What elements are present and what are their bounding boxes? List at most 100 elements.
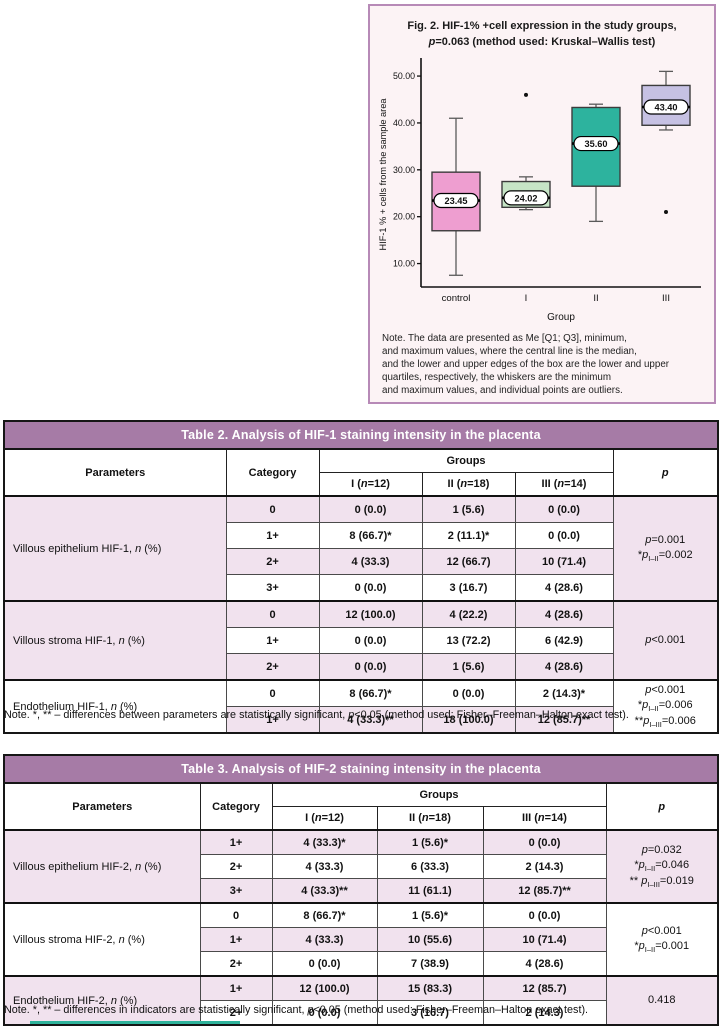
value-cell: 18 (100.0) — [421, 706, 516, 734]
table-row: 3+ 4 (33.3)** 11 (61.1) 12 (85.7)** — [4, 878, 718, 904]
parameter-cell: Villous stroma HIF-2, n (%) — [3, 902, 201, 977]
category-cell: 1+ — [225, 627, 320, 654]
value-cell: 6 (42.9) — [514, 627, 614, 654]
value-cell: 8 (66.7)* — [318, 679, 423, 707]
median-label: 23.45 — [445, 196, 468, 206]
p-value-line: p=0.032 — [641, 844, 682, 857]
table-row: 1+ 4 (33.3)** 18 (100.0) 12 (85.7)** — [4, 706, 718, 734]
table-row: 2+ 0 (0.0) 3 (16.7) 2 (14.3) — [4, 1000, 718, 1026]
value-cell: 2 (14.3)* — [514, 679, 614, 707]
x-axis-title: Group — [547, 312, 575, 323]
p-value-line: p<0.001 — [645, 634, 686, 647]
value-cell: 6 (33.3) — [376, 854, 484, 879]
figure-note-line: and maximum values, where the central li… — [382, 345, 637, 357]
p-value-line: **pI–III=0.006 — [634, 714, 696, 729]
col-header-p: p — [605, 782, 719, 831]
x-category-label: control — [442, 293, 471, 304]
table-3-wrap: Table 3. Analysis of HIF-2 staining inte… — [3, 754, 719, 1026]
x-category-label: III — [662, 293, 670, 304]
p-value-line: *pI–II=0.002 — [637, 548, 693, 563]
col-header-group-3: III (n=14) — [482, 806, 607, 831]
p-value-cell: 0.418 — [605, 975, 719, 1026]
value-cell: 4 (33.3) — [271, 927, 378, 952]
table-row: 2+ 4 (33.3) 12 (66.7) 10 (71.4) — [4, 548, 718, 575]
table-row: Endothelium HIF-2, n (%) 1+ 12 (100.0) 15 (… — [3, 975, 719, 1026]
value-cell: 3 (16.7) — [376, 1000, 484, 1026]
value-cell: 0 (0.0) — [318, 574, 423, 602]
x-category-label: I — [525, 293, 528, 304]
p-value-line: 0.418 — [647, 994, 676, 1007]
table-row: 1+ 4 (33.3) 10 (55.6) 10 (71.4) — [4, 927, 718, 952]
value-cell: 4 (33.3)** — [271, 878, 378, 904]
parameter-cell: Villous stroma HIF-1, n (%) — [3, 600, 227, 681]
value-cell: 4 (33.3) — [271, 854, 378, 879]
table-row: 2+ 0 (0.0) 7 (38.9) 4 (28.6) — [4, 951, 718, 977]
p-value-cell: p=0.032 *pI–II=0.046 ** pI–III=0.019 — [605, 829, 719, 904]
value-cell: 10 (71.4) — [482, 927, 607, 952]
y-tick-label: 30.00 — [393, 165, 415, 175]
parameter-cell: Villous epithelium HIF-2, n (%) — [3, 829, 201, 904]
col-header-group-2: II (n=18) — [376, 806, 484, 831]
value-cell: 4 (33.3) — [318, 548, 423, 575]
cropped-next-section-rule — [30, 1021, 240, 1024]
value-cell: 0 (0.0) — [421, 679, 516, 707]
value-cell: 0 (0.0) — [318, 627, 423, 654]
value-cell: 2 (14.3) — [482, 1000, 607, 1026]
col-header-parameters: Parameters — [3, 782, 201, 831]
figure-title-line: Fig. 2. HIF-1% +cell expression in the s… — [407, 20, 677, 32]
value-cell: 11 (61.1) — [376, 878, 484, 904]
value-cell: 0 (0.0) — [482, 902, 607, 928]
value-cell: 13 (72.2) — [421, 627, 516, 654]
value-cell: 12 (85.7) — [482, 975, 607, 1001]
median-label-pill — [643, 99, 689, 115]
value-cell: 4 (33.3)* — [271, 829, 378, 855]
value-cell: 10 (55.6) — [376, 927, 484, 952]
median-label: 35.60 — [585, 139, 608, 149]
outlier-point — [524, 92, 528, 97]
value-cell: 1 (5.6) — [421, 495, 516, 523]
col-header-group-3: III (n=14) — [514, 472, 614, 497]
table-row: Villous epithelium HIF-2, n (%) 1+ 4 (33.3… — [3, 829, 719, 904]
figure-note-line: and the lower and upper edges of the box… — [382, 358, 670, 370]
table-row: Villous epithelium HIF-1, n (%) 0 0 (0.0) 1… — [3, 495, 719, 602]
figure-note-line: Note. The data are presented as Me [Q1; … — [382, 332, 627, 344]
y-tick-label: 10.00 — [393, 258, 415, 268]
category-cell: 1+ — [199, 975, 273, 1001]
median-label: 43.40 — [655, 102, 678, 112]
category-cell: 0 — [225, 679, 320, 707]
table-title: Table 2. Analysis of HIF-1 staining inte… — [3, 420, 719, 450]
value-cell: 0 (0.0) — [482, 829, 607, 855]
value-cell: 3 (16.7) — [421, 574, 516, 602]
category-cell: 3+ — [199, 878, 273, 904]
table-row: 1+ 0 (0.0) 13 (72.2) 6 (42.9) — [4, 627, 718, 654]
table-row: Villous stroma HIF-1, n (%) 0 12 (100.0) 4 … — [3, 600, 719, 681]
y-tick-label: 40.00 — [393, 118, 415, 128]
value-cell: 4 (28.6) — [514, 600, 614, 628]
value-cell: 1 (5.6)* — [376, 902, 484, 928]
parameter-cell: Endothelium HIF-2, n (%) — [3, 975, 201, 1026]
value-cell: 2 (14.3) — [482, 854, 607, 879]
figure-note-line: quartiles, respectively, the whiskers ar… — [382, 371, 612, 383]
median-label-pill — [433, 192, 479, 208]
value-cell: 7 (38.9) — [376, 951, 484, 977]
value-cell: 15 (83.3) — [376, 975, 484, 1001]
parameter-cell: Villous epithelium HIF-1, n (%) — [3, 495, 227, 602]
col-header-group-2: II (n=18) — [421, 472, 516, 497]
p-value-line: p=0.001 — [645, 534, 686, 547]
value-cell: 8 (66.7)* — [271, 902, 378, 928]
category-cell: 2+ — [199, 951, 273, 977]
p-value-line: p<0.001 — [645, 684, 686, 697]
value-cell: 12 (66.7) — [421, 548, 516, 575]
value-cell: 1 (5.6) — [421, 653, 516, 681]
value-cell: 10 (71.4) — [514, 548, 614, 575]
table-row: 1+ 8 (66.7)* 2 (11.1)* 0 (0.0) — [4, 522, 718, 549]
value-cell: 12 (85.7)** — [514, 706, 614, 734]
median-label: 24.02 — [515, 193, 538, 203]
col-header-p: p — [612, 448, 719, 497]
col-header-category: Category — [199, 782, 273, 831]
value-cell: 0 (0.0) — [318, 495, 423, 523]
category-cell: 1+ — [225, 706, 320, 734]
p-value-line: p<0.001 — [641, 925, 682, 938]
value-cell: 12 (100.0) — [271, 975, 378, 1001]
p-value-line: *pI–II=0.001 — [634, 939, 690, 954]
